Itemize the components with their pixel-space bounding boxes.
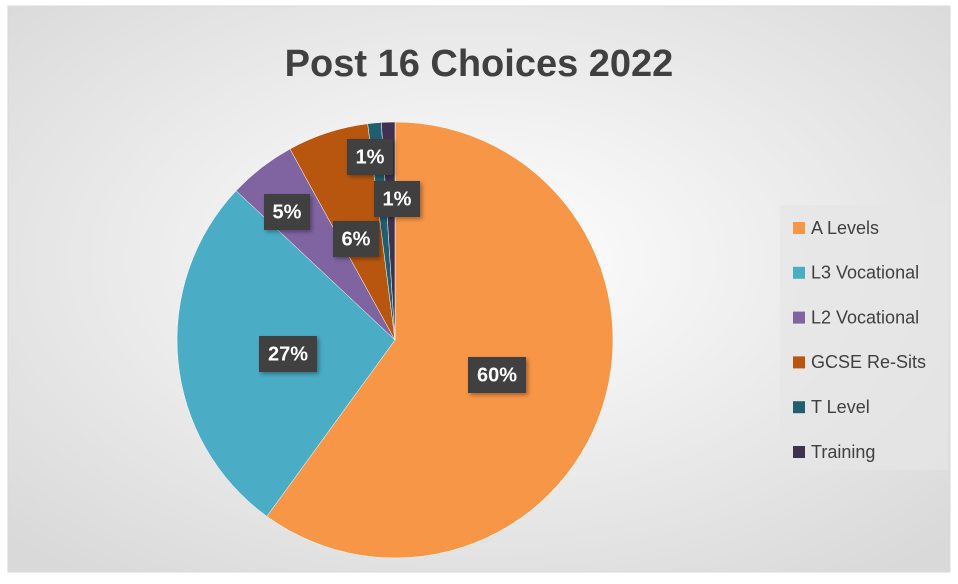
legend <box>780 205 948 470</box>
legend-label: L2 Vocational <box>811 307 919 327</box>
data-label-box <box>468 357 526 393</box>
legend-swatch <box>793 222 805 234</box>
legend-label: A Levels <box>811 218 879 238</box>
data-label-box <box>259 336 317 372</box>
data-label: 1% <box>356 146 385 168</box>
data-label-box <box>374 181 420 217</box>
legend-label: GCSE Re-Sits <box>811 352 926 372</box>
legend-swatch <box>793 356 805 369</box>
data-label: 6% <box>342 228 371 250</box>
data-label: 27% <box>268 343 308 365</box>
pie-slice <box>381 121 396 341</box>
data-label: 5% <box>273 201 302 223</box>
data-label: 60% <box>477 364 517 386</box>
legend-swatch <box>793 266 805 279</box>
legend-swatch <box>793 446 805 458</box>
data-label: 1% <box>383 188 412 210</box>
pie-slice <box>266 121 614 559</box>
legend-label: L3 Vocational <box>811 263 919 283</box>
legend-label: T Level <box>811 397 870 417</box>
data-label-box <box>264 194 310 230</box>
data-label-box <box>333 221 379 257</box>
data-label-box <box>347 139 393 175</box>
legend-swatch <box>793 311 805 324</box>
legend-label: Training <box>811 442 875 462</box>
legend-swatch <box>793 401 805 414</box>
chart-title: Post 16 Choices 2022 <box>285 43 674 85</box>
